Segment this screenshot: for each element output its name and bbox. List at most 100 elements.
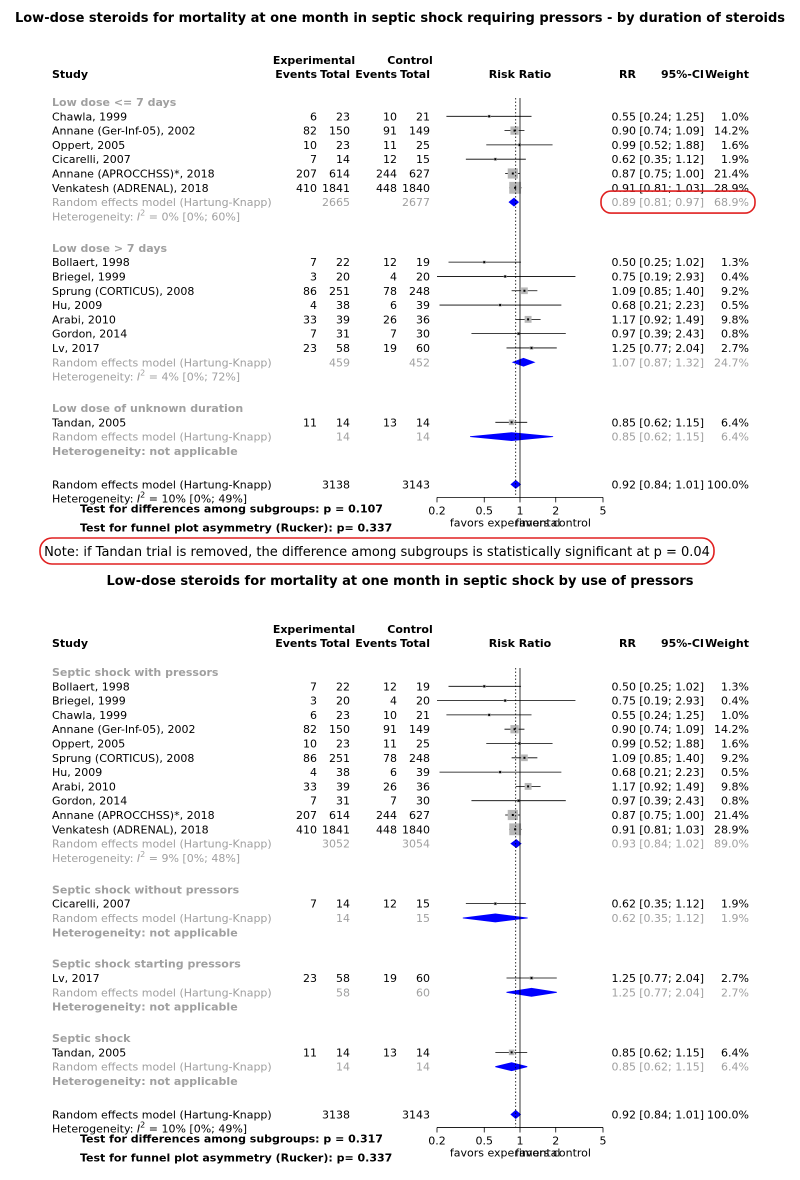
pooled-weight: 24.7% xyxy=(714,356,749,369)
exp-total: 31 xyxy=(336,795,350,808)
ci-value: [0.74; 1.09] xyxy=(639,723,704,736)
study-name: Briegel, 1999 xyxy=(52,270,126,283)
ctrl-total: 60 xyxy=(416,972,430,985)
study-point xyxy=(523,289,526,292)
weight-value: 6.4% xyxy=(721,416,749,429)
rr-value: 0.90 xyxy=(612,125,637,138)
pooled-rr: 0.62 xyxy=(612,912,637,925)
subgroup-label: Low dose of unknown duration xyxy=(52,402,243,415)
weight-value: 1.0% xyxy=(721,709,749,722)
subgroup-label: Septic shock without pressors xyxy=(52,883,240,896)
ctrl-events: 11 xyxy=(383,139,397,152)
exp-total: 150 xyxy=(329,723,350,736)
ctrl-total: 36 xyxy=(416,313,430,326)
ctrl-events: 6 xyxy=(390,766,397,779)
exp-events: 11 xyxy=(303,1046,317,1059)
pooled-exp-total: 14 xyxy=(336,1061,350,1074)
exp-total: 23 xyxy=(336,110,350,123)
overall-weight: 100.0% xyxy=(707,478,749,491)
study-point xyxy=(488,713,491,716)
overall-label: Random effects model (Hartung-Knapp) xyxy=(52,478,272,491)
pooled-label: Random effects model (Hartung-Knapp) xyxy=(52,356,272,369)
x-tick-label: 1 xyxy=(517,1134,524,1147)
ci-value: [0.52; 1.88] xyxy=(639,139,704,152)
ctrl-events: 244 xyxy=(376,809,397,822)
weight-value: 0.8% xyxy=(721,328,749,341)
exp-events: 86 xyxy=(303,285,317,298)
pooled-diamond xyxy=(495,1062,528,1072)
ci-value: [0.25; 1.02] xyxy=(639,680,704,693)
pooled-diamond xyxy=(470,432,554,442)
header-weight: Weight xyxy=(705,637,749,650)
exp-total: 38 xyxy=(336,299,350,312)
heterogeneity-label: Heterogeneity: not applicable xyxy=(52,445,238,458)
rr-value: 0.50 xyxy=(612,680,637,693)
exp-events: 33 xyxy=(303,780,317,793)
study-name: Chawla, 1999 xyxy=(52,110,127,123)
heterogeneity-label: Heterogeneity: I2 = 9% [0%; 48%] xyxy=(52,850,240,865)
header-rr: RR xyxy=(619,68,636,81)
test-subgroups: Test for differences among subgroups: p … xyxy=(80,1132,383,1145)
pooled-diamond xyxy=(508,197,520,207)
exp-events: 7 xyxy=(310,328,317,341)
exp-total: 23 xyxy=(336,709,350,722)
x-tick-label: 0.2 xyxy=(428,1134,446,1147)
study-name: Annane (APROCCHSS)*, 2018 xyxy=(52,809,215,822)
ci-value: [0.39; 2.43] xyxy=(639,795,704,808)
overall-rr: 0.92 xyxy=(612,478,637,491)
study-name: Hu, 2009 xyxy=(52,766,102,779)
pooled-ci: [0.62; 1.15] xyxy=(639,431,704,444)
ci-value: [0.21; 2.23] xyxy=(639,766,704,779)
study-name: Lv, 2017 xyxy=(52,342,100,355)
header-risk-ratio: Risk Ratio xyxy=(489,68,552,81)
exp-total: 38 xyxy=(336,766,350,779)
pooled-weight: 1.9% xyxy=(721,912,749,925)
pooled-ctrl-total: 14 xyxy=(416,1061,430,1074)
header-exp-events: Events xyxy=(275,637,317,650)
subgroup-label: Septic shock xyxy=(52,1032,131,1045)
pooled-rr: 0.85 xyxy=(612,1061,637,1074)
rr-value: 1.09 xyxy=(612,752,637,765)
study-point xyxy=(488,115,491,118)
header-weight: Weight xyxy=(705,68,749,81)
ctrl-events: 448 xyxy=(376,182,397,195)
study-point xyxy=(504,699,507,702)
pooled-exp-total: 459 xyxy=(329,356,350,369)
pooled-weight: 6.4% xyxy=(721,431,749,444)
study-point xyxy=(517,332,520,335)
header-exp-total: Total xyxy=(320,68,350,81)
study-name: Gordon, 2014 xyxy=(52,795,127,808)
header-rr: RR xyxy=(619,637,636,650)
ctrl-total: 1840 xyxy=(402,823,430,836)
ci-value: [0.75; 1.00] xyxy=(639,809,704,822)
pooled-exp-total: 58 xyxy=(336,986,350,999)
ci-value: [0.21; 2.23] xyxy=(639,299,704,312)
header-ci: 95%-CI xyxy=(661,68,704,81)
pooled-label: Random effects model (Hartung-Knapp) xyxy=(52,986,272,999)
het-values: = 9% [0%; 48%] xyxy=(145,852,240,865)
het-exponent: 2 xyxy=(140,208,145,217)
header-ci: 95%-CI xyxy=(661,637,704,650)
exp-events: 3 xyxy=(310,270,317,283)
study-name: Bollaert, 1998 xyxy=(52,256,130,269)
ctrl-total: 39 xyxy=(416,766,430,779)
header-ctrl-total: Total xyxy=(400,637,430,650)
ctrl-total: 149 xyxy=(409,723,430,736)
exp-events: 10 xyxy=(303,139,317,152)
study-point xyxy=(499,304,502,307)
ctrl-events: 12 xyxy=(383,153,397,166)
overall-diamond xyxy=(510,1109,522,1119)
ctrl-total: 36 xyxy=(416,780,430,793)
rr-value: 0.55 xyxy=(612,709,637,722)
ci-value: [0.81; 1.03] xyxy=(639,182,704,195)
header-ctrl-events: Events xyxy=(355,68,397,81)
x-tick-label: 0.5 xyxy=(476,504,494,517)
header-experimental: Experimental xyxy=(273,623,355,636)
overall-exp-total: 3138 xyxy=(322,1108,350,1121)
pooled-ctrl-total: 2677 xyxy=(402,196,430,209)
header-control: Control xyxy=(387,623,432,636)
heterogeneity-label: Heterogeneity: I2 = 0% [0%; 60%] xyxy=(52,208,240,223)
exp-events: 86 xyxy=(303,752,317,765)
pooled-label: Random effects model (Hartung-Knapp) xyxy=(52,912,272,925)
